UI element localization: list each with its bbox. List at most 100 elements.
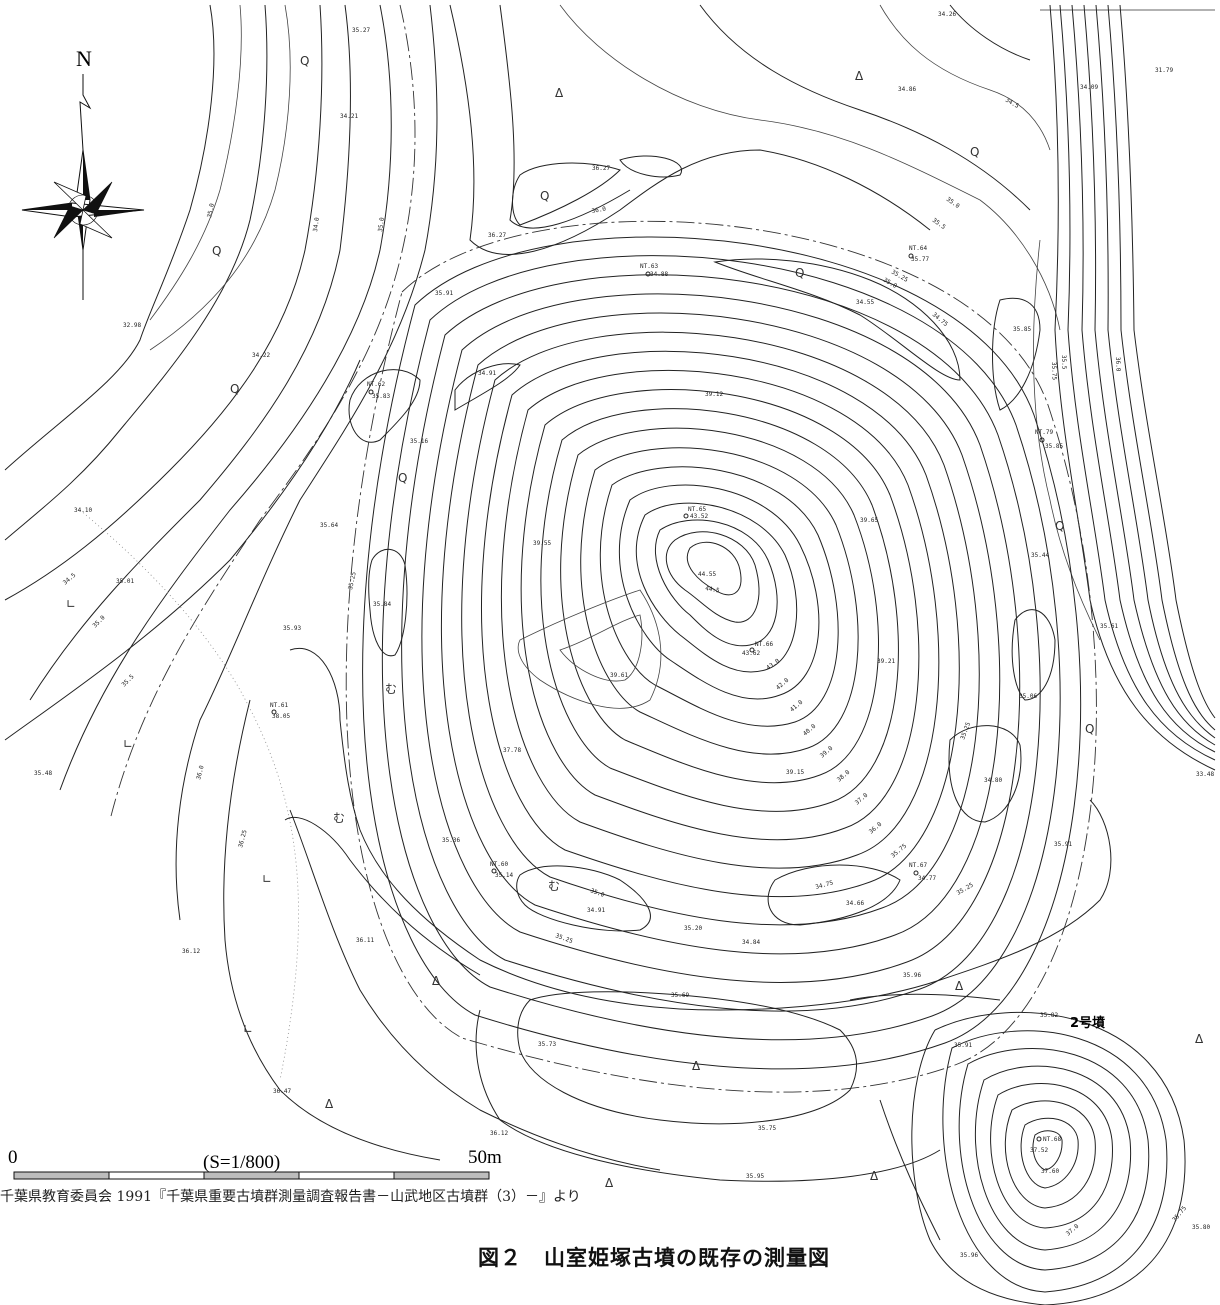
spot-height: 35.91 bbox=[1054, 841, 1072, 848]
spot-height: 36.27 bbox=[592, 165, 610, 172]
benchmark-label: NT.64 bbox=[909, 245, 927, 252]
contour-label: 35.5 bbox=[120, 673, 135, 688]
svg-text:Q: Q bbox=[212, 244, 221, 258]
benchmark-label: NT.79 bbox=[1035, 429, 1053, 436]
spot-height: 34.77 bbox=[918, 875, 936, 882]
contour-label: 35.75 bbox=[1050, 362, 1058, 381]
benchmark-label: NT.62 bbox=[367, 381, 385, 388]
svg-text:Q: Q bbox=[970, 145, 979, 159]
contour-label: 36.0 bbox=[195, 764, 206, 780]
spot-height: 35.69 bbox=[671, 992, 689, 999]
spot-height: 35.36 bbox=[442, 837, 460, 844]
figure-caption: 図２ 山室姫塚古墳の既存の測量図 bbox=[478, 1246, 830, 1270]
spot-height: 35.96 bbox=[960, 1252, 978, 1259]
benchmark-label: NT.67 bbox=[909, 862, 927, 869]
contour-label: 35.5 bbox=[931, 217, 947, 231]
svg-text:Q: Q bbox=[398, 471, 407, 485]
spot-height: 35.16 bbox=[410, 438, 428, 445]
svg-text:ᐃ: ᐃ bbox=[1195, 1032, 1204, 1046]
contour-label: 42.0 bbox=[775, 677, 791, 692]
mound-2-label: 2号墳 bbox=[1070, 1015, 1105, 1031]
contour-label: 35.0 bbox=[945, 196, 961, 210]
source-note: 千葉県教育委員会 1991『千葉県重要古墳群測量調査報告書－山武地区古墳群（3）… bbox=[0, 1189, 581, 1205]
spot-heights: 34.26 31.79 34.09 34.86 35.27 34.21 36.2… bbox=[34, 11, 1214, 1259]
contour-label: 36.0 bbox=[1114, 357, 1122, 372]
spot-height: 35.95 bbox=[746, 1173, 764, 1180]
spot-height: 39.65 bbox=[860, 517, 878, 524]
north-arrow: N bbox=[21, 46, 145, 300]
spot-height: 43.52 bbox=[690, 513, 708, 520]
svg-text:ᐃ: ᐃ bbox=[692, 1059, 701, 1073]
spot-height: 34.80 bbox=[984, 777, 1002, 784]
svg-text:∟: ∟ bbox=[243, 1022, 253, 1036]
spot-height: 35.85 bbox=[1013, 326, 1031, 333]
svg-text:∟: ∟ bbox=[123, 737, 133, 751]
main-mound-contours bbox=[345, 220, 1097, 1093]
contour-label: 35.0 bbox=[589, 887, 605, 899]
compass-rose-icon bbox=[21, 149, 145, 251]
spot-height: 37.60 bbox=[1041, 1168, 1059, 1175]
contour-label: 35.0 bbox=[882, 277, 898, 290]
spot-height: 37.52 bbox=[1030, 1147, 1048, 1154]
spot-height: 39.12 bbox=[705, 391, 723, 398]
spot-height: 39.15 bbox=[786, 769, 804, 776]
southern-contours bbox=[223, 647, 1112, 1241]
svg-text:∟: ∟ bbox=[262, 872, 272, 886]
contour-label: 35.0 bbox=[377, 217, 386, 233]
contour-label: 35.75 bbox=[890, 842, 909, 859]
spot-height: 34.26 bbox=[938, 11, 956, 18]
contour-label: 35.25 bbox=[554, 932, 574, 945]
svg-text:む: む bbox=[333, 811, 345, 825]
contour-label: 37.0 bbox=[1065, 1223, 1081, 1238]
contour-labels: 35.0 34.0 35.0 34.5 35.0 35.25 35.5 34.5… bbox=[62, 97, 1189, 1238]
spot-height: 34.88 bbox=[650, 271, 668, 278]
mound-2-contours bbox=[911, 1011, 1186, 1305]
svg-text:ᐃ: ᐃ bbox=[432, 974, 441, 988]
spot-height: 34.09 bbox=[1080, 84, 1098, 91]
benchmark-label: NT.68 bbox=[1043, 1136, 1061, 1143]
svg-text:む: む bbox=[385, 682, 397, 696]
contour-label: 35.0 bbox=[91, 614, 106, 629]
svg-text:Q: Q bbox=[1085, 722, 1094, 736]
contour-label: 34.5 bbox=[1004, 97, 1020, 110]
contour-label: 35.25 bbox=[956, 881, 975, 896]
benchmark-label: NT.60 bbox=[490, 861, 508, 868]
spot-height: 35.83 bbox=[372, 393, 390, 400]
eastern-slope-contours bbox=[1033, 4, 1216, 771]
spot-height: 35.44 bbox=[1031, 552, 1049, 559]
northern-contours bbox=[449, 4, 1061, 411]
spot-height: 36.47 bbox=[273, 1088, 291, 1095]
spot-height: 35.73 bbox=[538, 1041, 556, 1048]
svg-text:Q: Q bbox=[230, 382, 239, 396]
scale-ratio-label: (S=1/800) bbox=[203, 1152, 280, 1173]
spot-height: 35.75 bbox=[758, 1125, 776, 1132]
spot-height: 35.84 bbox=[373, 601, 391, 608]
spot-height: 32.98 bbox=[123, 322, 141, 329]
spot-height: 36.12 bbox=[182, 948, 200, 955]
road-dotted-line bbox=[79, 509, 299, 1081]
spot-height: 34.22 bbox=[252, 352, 270, 359]
spot-height: 43.62 bbox=[742, 650, 760, 657]
spot-height: 35.64 bbox=[320, 522, 338, 529]
spot-height: 31.79 bbox=[1155, 67, 1173, 74]
svg-text:Q: Q bbox=[1055, 519, 1064, 533]
contour-label: 36.0 bbox=[868, 821, 884, 836]
spot-height: 35.91 bbox=[435, 290, 453, 297]
scale-start-label: 0 bbox=[8, 1147, 18, 1168]
survey-benchmarks: NT.63 NT.64 NT.62 NT.79 NT.65 NT.66 NT.6… bbox=[270, 245, 1061, 1143]
contour-label: 35.75 bbox=[1171, 1205, 1188, 1224]
spot-height: 35.61 bbox=[1100, 623, 1118, 630]
contour-label: 35.25 bbox=[347, 571, 358, 591]
spot-height: 35.82 bbox=[1040, 1012, 1058, 1019]
spot-height: 39.55 bbox=[533, 540, 551, 547]
vegetation-symbols: Q Q Q Q Q Q Q Q Q ᐃ ᐃ ᐃ ᐃ ᐃ ᐃ ᐃ ᐃ ᐃ ∟ ∟ … bbox=[66, 54, 1204, 1190]
svg-text:ᐃ: ᐃ bbox=[555, 86, 564, 100]
svg-text:む: む bbox=[548, 879, 560, 893]
scale-end-label: 50m bbox=[468, 1147, 502, 1168]
spot-height: 36.12 bbox=[490, 1130, 508, 1137]
svg-text:ᐃ: ᐃ bbox=[325, 1097, 334, 1111]
spot-height: 39.21 bbox=[877, 658, 895, 665]
benchmark-label: NT.65 bbox=[688, 506, 706, 513]
contour-label: 36.25 bbox=[237, 829, 249, 849]
benchmark-label: NT.61 bbox=[270, 702, 288, 709]
